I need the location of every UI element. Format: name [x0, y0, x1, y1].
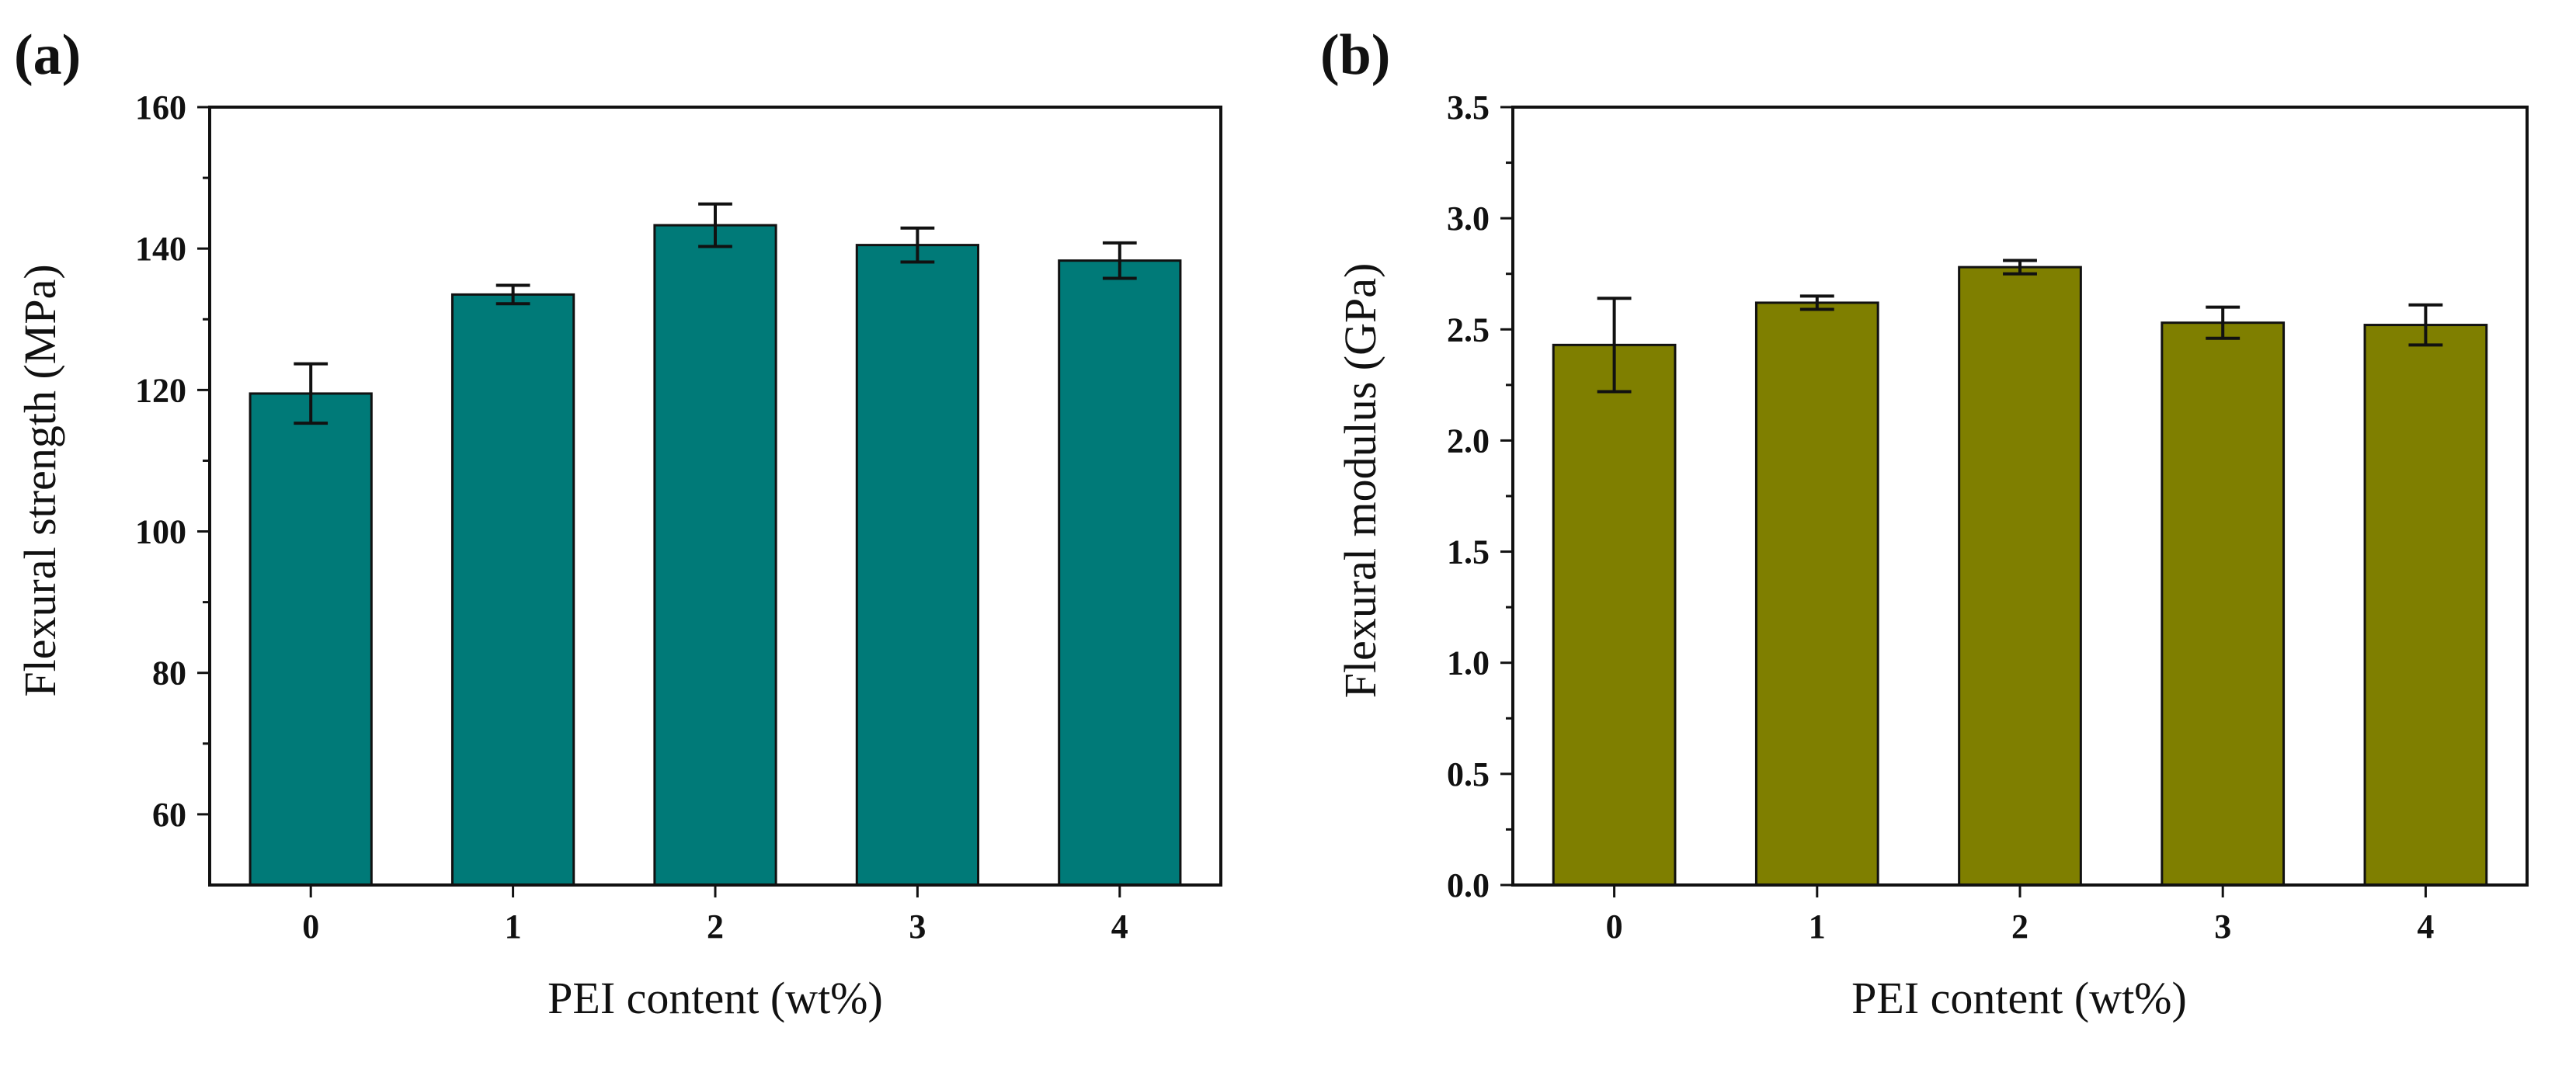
y-tick-label-b-2.0: 2.0	[1447, 422, 1490, 460]
panel-b-ylabel: Flexural modulus (GPa)	[1335, 263, 1385, 699]
y-tick-label-a-100: 100	[135, 513, 186, 551]
errorbar-b-3	[2206, 305, 2241, 340]
x-tick-label-a-4: 4	[1111, 908, 1128, 946]
bar-b-0	[1552, 343, 1677, 887]
panel-b-plot: 0 1 2 3 4 0.0 0.5 1.0 1.5 2.0 2.5 3.0 3.5	[1447, 89, 2529, 946]
panel-b-xlabel: PEI content (wt%)	[1851, 973, 2187, 1023]
x-tick-label-b-0: 0	[1606, 908, 1623, 946]
x-tick-label-b-2: 2	[2011, 908, 2028, 946]
y-tick-label-a-60: 60	[152, 796, 186, 834]
x-tick-label-b-3: 3	[2214, 908, 2231, 946]
bar-a-0	[249, 392, 373, 887]
y-tick-label-a-80: 80	[152, 654, 186, 692]
errorbar-a-4	[1102, 241, 1137, 280]
bar-b-3	[2161, 321, 2286, 887]
bar-a-4	[1058, 259, 1182, 887]
x-tick-label-a-0: 0	[302, 908, 319, 946]
x-tick-label-a-2: 2	[707, 908, 724, 946]
errorbar-a-2	[698, 202, 732, 248]
plot-frame-a	[208, 106, 1222, 887]
y-tick-label-a-120: 120	[135, 371, 186, 409]
bar-b-4	[2363, 324, 2488, 887]
y-tick-label-b-0.0: 0.0	[1447, 866, 1490, 904]
y-tick-label-b-2.5: 2.5	[1447, 311, 1490, 349]
y-tick-label-b-3.5: 3.5	[1447, 89, 1490, 127]
bar-a-3	[855, 244, 980, 887]
bar-a-1	[450, 293, 575, 887]
panel-a: (a) Flexural strength (MPa) PEI content …	[14, 23, 1222, 1023]
panel-a-plot: 0 1 2 3 4 60 80 100 120 140 160	[135, 89, 1222, 946]
y-tick-label-a-160: 160	[135, 89, 186, 127]
panel-a-xlabel: PEI content (wt%)	[548, 973, 883, 1023]
errorbar-b-2	[2003, 259, 2037, 276]
bar-a-2	[653, 224, 777, 887]
y-tick-label-a-140: 140	[135, 230, 186, 268]
y-tick-label-b-0.5: 0.5	[1447, 755, 1490, 793]
errorbar-a-3	[900, 226, 935, 264]
errorbar-a-0	[294, 362, 329, 425]
x-tick-label-b-1: 1	[1809, 908, 1826, 946]
x-tick-label-a-1: 1	[505, 908, 522, 946]
errorbar-b-0	[1597, 297, 1632, 394]
bar-b-1	[1754, 301, 1879, 887]
x-tick-label-b-4: 4	[2417, 908, 2434, 946]
panel-a-ylabel: Flexural strength (MPa)	[15, 264, 65, 696]
y-tick-label-b-1.5: 1.5	[1447, 533, 1490, 571]
bar-b-2	[1958, 266, 2082, 887]
errorbar-b-4	[2408, 303, 2443, 347]
errorbar-a-1	[495, 283, 530, 306]
plot-frame-b	[1511, 106, 2529, 887]
x-tick-label-a-3: 3	[909, 908, 926, 946]
errorbar-b-1	[1799, 294, 1834, 311]
panel-b-letter: (b)	[1320, 23, 1390, 87]
y-tick-label-b-3.0: 3.0	[1447, 200, 1490, 238]
y-tick-label-b-1.0: 1.0	[1447, 644, 1490, 682]
panel-b: (b) Flexural modulus (GPa) PEI content (…	[1320, 23, 2529, 1023]
panel-a-letter: (a)	[14, 23, 81, 87]
